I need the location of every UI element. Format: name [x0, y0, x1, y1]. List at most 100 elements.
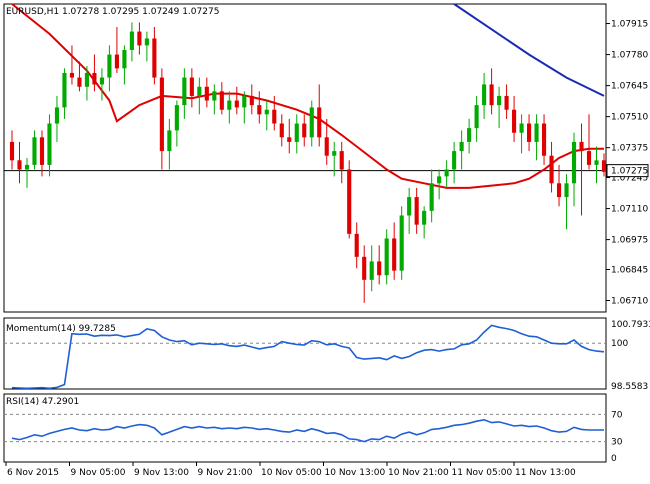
rsi-tick-label: 0: [611, 454, 617, 464]
candle-down: [234, 100, 239, 108]
candle-down: [302, 123, 307, 138]
price-tick-label: 1.06845: [611, 265, 648, 275]
momentum-line: [11, 324, 605, 390]
candle-down: [257, 105, 262, 115]
candle-up: [429, 183, 434, 211]
price-tick-label: 1.06710: [611, 297, 648, 307]
candle-up: [422, 210, 427, 225]
main-chart-title: EURUSD,H1 1.07278 1.07295 1.07249 1.0727…: [6, 7, 219, 17]
candle-down: [279, 123, 284, 138]
price-tick-label: 1.07510: [611, 113, 648, 123]
ma-fast-line: [11, 3, 604, 189]
candle-up: [467, 128, 472, 142]
candle-up: [264, 109, 269, 115]
candle-down: [586, 151, 592, 165]
time-tick-label: 11 Nov 13:00: [515, 468, 576, 478]
candle-up: [99, 77, 104, 85]
candle-down: [17, 160, 22, 170]
price-tick-label: 1.07645: [611, 82, 648, 92]
candle-up: [167, 130, 172, 152]
candle-down: [137, 31, 142, 46]
candle-up: [32, 137, 37, 165]
price-tick-label: 1.07780: [611, 51, 648, 61]
candle-down: [287, 137, 292, 142]
candle-down: [504, 95, 509, 110]
candle-down: [579, 141, 584, 152]
candle-up: [571, 141, 577, 184]
candle-up: [197, 86, 202, 96]
candle-up: [444, 169, 449, 177]
candle-up: [384, 238, 389, 276]
candle-down: [69, 72, 75, 78]
candle-down: [347, 169, 352, 234]
candle-up: [332, 151, 337, 156]
time-tick-label: 10 Nov 21:00: [388, 468, 449, 478]
candle-down: [272, 109, 277, 124]
candle-up: [144, 38, 149, 46]
candle-down: [601, 160, 607, 172]
candle-down: [152, 38, 157, 78]
candle-down: [414, 197, 419, 225]
candle-up: [497, 95, 502, 106]
candle-up: [182, 77, 187, 106]
candle-up: [399, 215, 404, 271]
current-price-label: 1.07275: [611, 167, 648, 177]
price-tick-label: 1.07915: [611, 20, 648, 30]
candle-down: [512, 109, 517, 133]
candle-down: [189, 77, 194, 96]
candle-up: [564, 183, 569, 198]
momentum-tick-label: 98.5583: [611, 382, 648, 392]
momentum-tick-label: 100.7933: [611, 320, 650, 330]
price-tick-label: 1.07245: [611, 174, 648, 184]
candle-up: [474, 105, 479, 129]
time-tick-label: 9 Nov 05:00: [71, 468, 126, 478]
candle-down: [114, 54, 119, 69]
price-tick-label: 1.07110: [611, 205, 648, 215]
time-tick-label: 9 Nov 21:00: [198, 468, 253, 478]
rsi-tick-label: 70: [611, 410, 623, 420]
candle-up: [84, 72, 89, 87]
candle-up: [452, 151, 457, 170]
time-tick-label: 11 Nov 05:00: [452, 468, 513, 478]
candle-up: [54, 107, 60, 124]
candle-down: [489, 84, 494, 106]
candle-up: [294, 123, 299, 142]
candle-down: [354, 233, 359, 257]
candle-up: [129, 31, 134, 50]
candle-down: [317, 107, 322, 138]
candle-up: [309, 107, 314, 138]
candle-up: [369, 261, 374, 280]
time-tick-label: 9 Nov 13:00: [134, 468, 189, 478]
candle-up: [24, 164, 30, 170]
candle-down: [392, 238, 397, 271]
candle-up: [62, 72, 67, 108]
candle-down: [92, 72, 97, 85]
momentum-tick-label: 100: [611, 339, 628, 349]
candle-down: [39, 137, 45, 165]
rsi-line: [11, 418, 604, 443]
candle-down: [339, 151, 344, 170]
main-panel-frame: [3, 3, 607, 313]
candle-up: [437, 176, 442, 184]
candle-down: [77, 77, 82, 87]
candle-down: [219, 91, 224, 110]
rsi-panel-frame: [3, 393, 607, 463]
candle-down: [377, 261, 382, 276]
candle-up: [459, 141, 464, 152]
candle-up: [519, 123, 524, 133]
candle-up: [242, 95, 247, 108]
candle-up: [107, 54, 112, 78]
rsi-tick-label: 30: [611, 438, 623, 448]
price-tick-label: 1.06975: [611, 236, 648, 246]
candle-up: [534, 123, 539, 142]
candle-up: [122, 49, 127, 69]
candle-down: [249, 95, 254, 106]
candle-down: [556, 183, 562, 198]
current-price-box: [606, 164, 649, 178]
candle-up: [212, 91, 217, 101]
candle-up: [227, 100, 232, 110]
candle-down: [549, 155, 554, 184]
candle-up: [482, 84, 487, 106]
